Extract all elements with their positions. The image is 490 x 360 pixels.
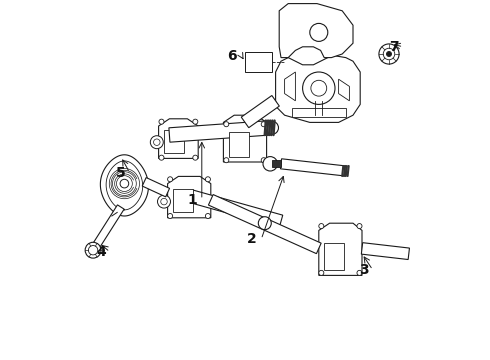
Circle shape bbox=[258, 217, 271, 230]
Bar bbox=[324, 243, 344, 270]
Circle shape bbox=[88, 246, 98, 255]
Polygon shape bbox=[339, 79, 349, 101]
Circle shape bbox=[150, 136, 163, 149]
Polygon shape bbox=[169, 121, 270, 142]
Circle shape bbox=[193, 119, 198, 124]
Polygon shape bbox=[279, 4, 353, 58]
Bar bbox=[229, 132, 248, 157]
Text: 4: 4 bbox=[96, 245, 106, 259]
Circle shape bbox=[205, 213, 210, 219]
Circle shape bbox=[311, 80, 327, 96]
Text: 7: 7 bbox=[390, 40, 399, 54]
Polygon shape bbox=[361, 243, 410, 260]
Polygon shape bbox=[292, 108, 346, 117]
Polygon shape bbox=[92, 205, 124, 249]
Text: 5: 5 bbox=[116, 166, 125, 180]
Polygon shape bbox=[142, 177, 170, 197]
Text: 1: 1 bbox=[188, 193, 197, 207]
Circle shape bbox=[153, 139, 160, 145]
Text: 3: 3 bbox=[359, 263, 368, 277]
Circle shape bbox=[379, 44, 399, 64]
Circle shape bbox=[157, 195, 171, 208]
Circle shape bbox=[387, 51, 392, 57]
Circle shape bbox=[261, 122, 266, 127]
Polygon shape bbox=[245, 52, 272, 72]
Polygon shape bbox=[189, 190, 283, 228]
Polygon shape bbox=[280, 159, 346, 176]
Polygon shape bbox=[272, 160, 281, 167]
Circle shape bbox=[357, 270, 362, 275]
Text: 6: 6 bbox=[227, 49, 237, 63]
Circle shape bbox=[357, 224, 362, 229]
Circle shape bbox=[303, 72, 335, 104]
Bar bbox=[164, 130, 184, 153]
Circle shape bbox=[310, 23, 328, 41]
Circle shape bbox=[205, 177, 210, 182]
Polygon shape bbox=[208, 194, 321, 254]
Circle shape bbox=[85, 242, 101, 258]
Polygon shape bbox=[241, 95, 279, 128]
Circle shape bbox=[224, 158, 229, 163]
Circle shape bbox=[161, 198, 167, 205]
Polygon shape bbox=[319, 223, 362, 275]
Circle shape bbox=[383, 48, 395, 60]
Polygon shape bbox=[275, 56, 360, 122]
Circle shape bbox=[168, 213, 172, 219]
Circle shape bbox=[266, 121, 278, 134]
Circle shape bbox=[224, 122, 229, 127]
Circle shape bbox=[263, 157, 277, 171]
Circle shape bbox=[159, 155, 164, 160]
Circle shape bbox=[319, 224, 324, 229]
Circle shape bbox=[159, 119, 164, 124]
Circle shape bbox=[193, 155, 198, 160]
Text: 2: 2 bbox=[247, 233, 257, 246]
Polygon shape bbox=[100, 155, 148, 216]
Bar bbox=[173, 189, 193, 212]
Circle shape bbox=[319, 270, 324, 275]
Polygon shape bbox=[285, 72, 295, 101]
Polygon shape bbox=[223, 115, 267, 162]
Polygon shape bbox=[159, 119, 198, 158]
Circle shape bbox=[261, 158, 266, 163]
Circle shape bbox=[120, 179, 129, 188]
Polygon shape bbox=[168, 176, 211, 218]
Circle shape bbox=[168, 177, 172, 182]
